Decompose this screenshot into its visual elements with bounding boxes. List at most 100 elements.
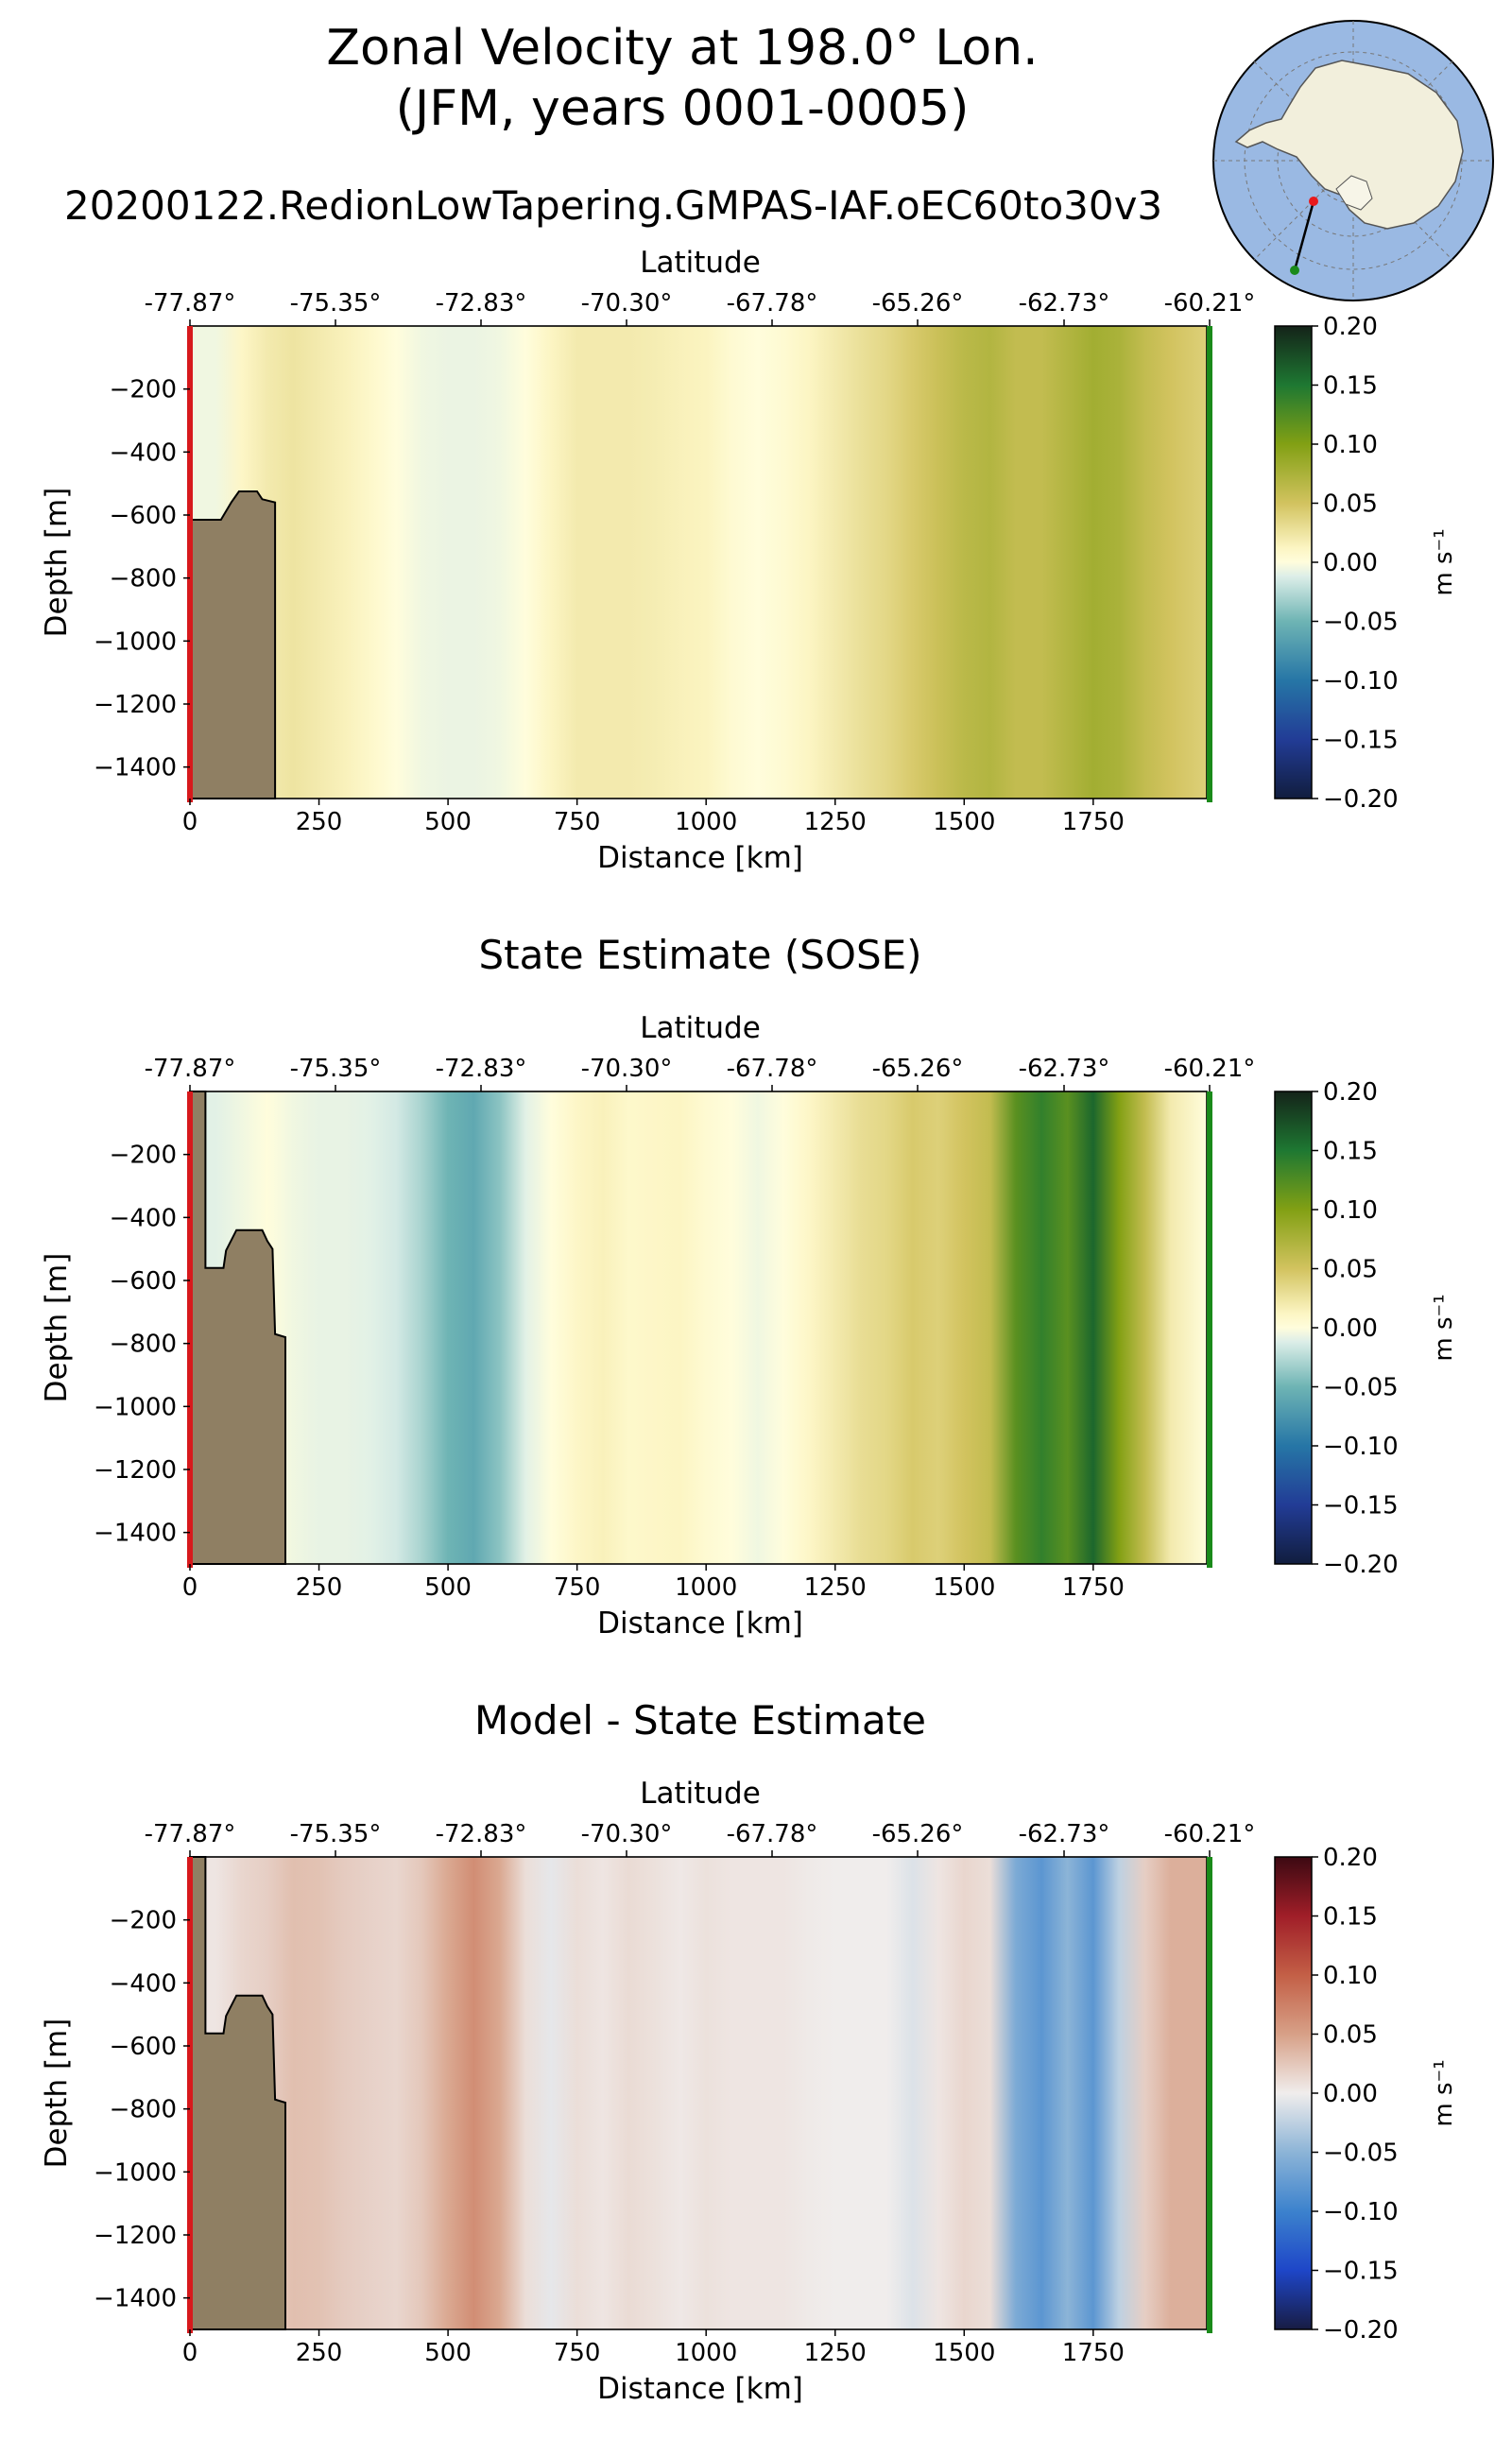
- x-axis-label: Distance [km]: [597, 2372, 803, 2406]
- latitude-axis-label: Latitude: [640, 1777, 761, 1811]
- x-tick-label: 250: [296, 1573, 343, 1602]
- transect-line: [1293, 200, 1315, 271]
- colorbar-tick-label: 0.00: [1323, 549, 1378, 577]
- y-tick-label: −800: [110, 2096, 177, 2124]
- latitude-tick-label: -65.26°: [872, 1055, 964, 1083]
- y-tick-label: −200: [110, 1142, 177, 1170]
- colorbar-tick-label: 0.15: [1323, 1903, 1378, 1932]
- x-tick-label: 250: [296, 2339, 343, 2367]
- velocity-field: [190, 1091, 1207, 1564]
- colorbar-scale: [1274, 1856, 1313, 2330]
- x-tick-label: 500: [424, 1573, 472, 1602]
- main-title-line-2: (JFM, years 0001-0005): [396, 80, 970, 137]
- latitude-tick-label: -62.73°: [1019, 289, 1110, 318]
- latitude-tick-label: -77.87°: [145, 1055, 236, 1083]
- x-tick-label: 500: [424, 808, 472, 836]
- x-tick-label: 0: [182, 808, 198, 836]
- y-tick-label: −1200: [94, 2222, 177, 2250]
- latitude-tick-label: -65.26°: [872, 289, 964, 318]
- colorbar-tick-label: −0.10: [1323, 667, 1399, 696]
- latitude-axis-label: Latitude: [640, 246, 761, 280]
- y-tick-label: −600: [110, 2033, 177, 2061]
- chart-panel-3: Model - State Estimate Latitude 0 250 500 750…: [40, 1697, 1458, 2406]
- latitude-tick-label: -72.83°: [436, 1055, 527, 1083]
- y-tick-label: −1400: [94, 754, 177, 782]
- y-tick-label: −600: [110, 1267, 177, 1296]
- seafloor-topography: [189, 490, 277, 799]
- y-axis-label: Depth [m]: [40, 1253, 74, 1403]
- latitude-tick-label: -65.26°: [872, 1820, 964, 1848]
- latitude-tick-label: -62.73°: [1019, 1820, 1110, 1848]
- latitude-axis-label: Latitude: [640, 1011, 761, 1045]
- y-tick-label: −1200: [94, 691, 177, 719]
- colorbar-tick-label: 0.20: [1323, 1844, 1378, 1872]
- latitude-tick-label: -70.30°: [581, 1820, 673, 1848]
- map-inset: [1212, 20, 1494, 301]
- colorbar-tick-label: 0.10: [1323, 1196, 1378, 1225]
- colorbar-tick-label: −0.05: [1323, 1374, 1399, 1402]
- x-tick-label: 1000: [675, 2339, 737, 2367]
- main-title-line-1: Zonal Velocity at 198.0° Lon.: [326, 20, 1038, 77]
- colorbar-tick-label: −0.10: [1323, 1433, 1399, 1461]
- x-tick-label: 1000: [675, 808, 737, 836]
- colorbar-tick-label: 0.15: [1323, 372, 1378, 401]
- y-tick-label: −400: [110, 438, 177, 467]
- latitude-tick-label: -70.30°: [581, 1055, 673, 1083]
- latitude-tick-label: -70.30°: [581, 289, 673, 318]
- run-name: 20200122.RedionLowTapering.GMPAS-IAF.oEC…: [64, 182, 1162, 229]
- colorbar-tick-label: −0.20: [1323, 1551, 1399, 1579]
- x-tick-label: 1250: [804, 808, 867, 836]
- y-tick-label: −1000: [94, 627, 177, 656]
- colorbar: 0.20 0.15 0.10 0.05 0.00 −0.05 −0.10 −0.15 −0.20…: [1274, 1078, 1458, 1579]
- x-tick-label: 750: [554, 808, 601, 836]
- velocity-field: [190, 326, 1207, 799]
- colorbar-units-label: m s⁻¹: [1430, 528, 1458, 595]
- y-tick-label: −1400: [94, 1520, 177, 1548]
- x-tick-label: 750: [554, 2339, 601, 2367]
- latitude-tick-label: -72.83°: [436, 289, 527, 318]
- x-tick-label: 1500: [933, 808, 995, 836]
- x-tick-label: 0: [182, 2339, 198, 2367]
- y-tick-label: −200: [110, 376, 177, 404]
- colorbar-tick-label: 0.10: [1323, 1962, 1378, 1990]
- colorbar-tick-label: −0.15: [1323, 1492, 1399, 1521]
- x-tick-label: 500: [424, 2339, 472, 2367]
- colorbar-tick-label: −0.15: [1323, 2258, 1399, 2286]
- latitude-tick-label: -62.73°: [1019, 1055, 1110, 1083]
- x-tick-label: 1500: [933, 2339, 995, 2367]
- colorbar-tick-label: 0.05: [1323, 1256, 1378, 1284]
- y-tick-label: −800: [110, 565, 177, 593]
- x-tick-label: 1000: [675, 1573, 737, 1602]
- y-tick-label: −1000: [94, 1393, 177, 1421]
- colorbar-tick-label: −0.05: [1323, 609, 1399, 637]
- panel-title: Model - State Estimate: [474, 1697, 926, 1744]
- latitude-tick-label: -75.35°: [290, 1820, 382, 1848]
- ross-ice-shelf: [1335, 175, 1373, 211]
- chart-panel-2: State Estimate (SOSE) Latitude 0 250 500 750 1…: [40, 932, 1458, 1641]
- latitude-tick-label: -72.83°: [436, 1820, 527, 1848]
- x-tick-label: 1750: [1062, 2339, 1125, 2367]
- y-axis-label: Depth [m]: [40, 2019, 74, 2169]
- latitude-tick-label: -75.35°: [290, 1055, 382, 1083]
- transect-end-marker: [1290, 266, 1299, 275]
- x-tick-label: 750: [554, 1573, 601, 1602]
- y-tick-label: −1000: [94, 2158, 177, 2187]
- colorbar-tick-label: −0.20: [1323, 785, 1399, 814]
- x-tick-label: 1250: [804, 2339, 867, 2367]
- colorbar-units-label: m s⁻¹: [1430, 2059, 1458, 2126]
- latitude-tick-label: -67.78°: [727, 1055, 818, 1083]
- colorbar-scale: [1274, 1091, 1313, 1565]
- colorbar-tick-label: 0.15: [1323, 1138, 1378, 1166]
- x-tick-label: 1750: [1062, 1573, 1125, 1602]
- colorbar-tick-label: 0.20: [1323, 1078, 1378, 1107]
- colorbar-tick-label: 0.05: [1323, 2021, 1378, 2050]
- x-tick-label: 1250: [804, 1573, 867, 1602]
- y-tick-label: −200: [110, 1907, 177, 1935]
- latitude-tick-label: -60.21°: [1164, 289, 1256, 318]
- latitude-tick-label: -60.21°: [1164, 1055, 1256, 1083]
- colorbar-units-label: m s⁻¹: [1430, 1294, 1458, 1361]
- panel-title: State Estimate (SOSE): [478, 932, 921, 978]
- y-axis-label: Depth [m]: [40, 488, 74, 638]
- colorbar-tick-label: −0.10: [1323, 2198, 1399, 2226]
